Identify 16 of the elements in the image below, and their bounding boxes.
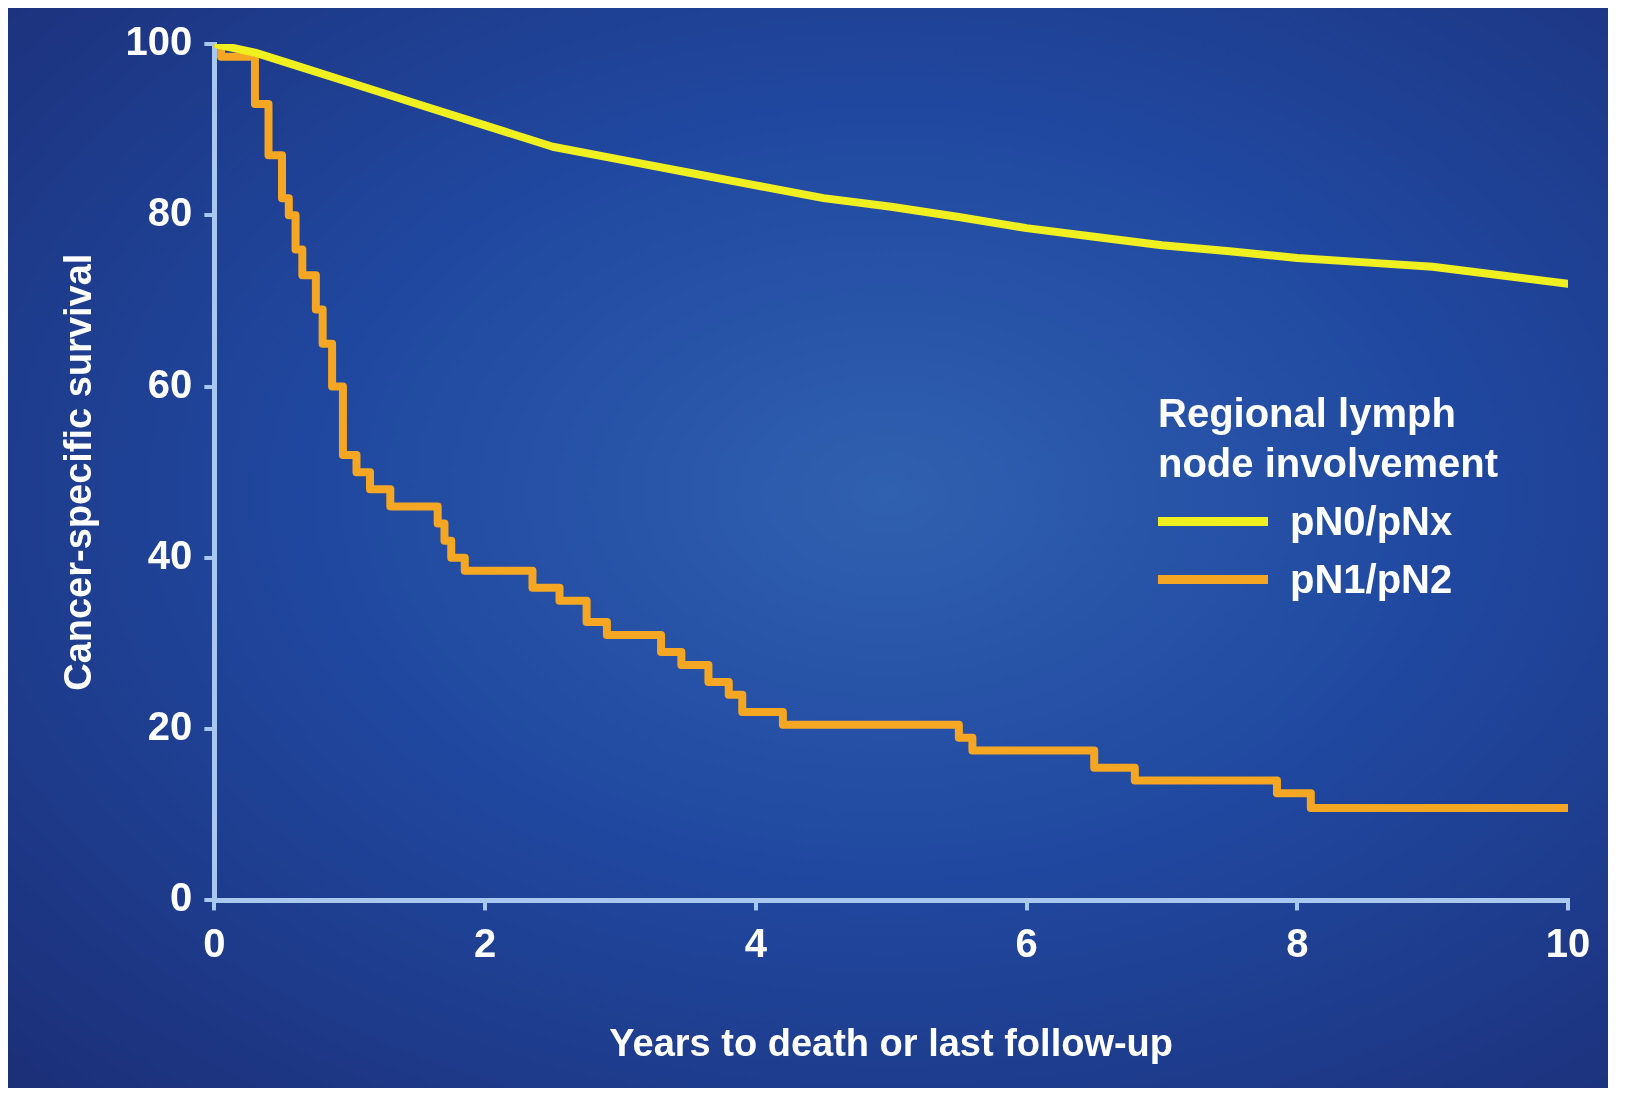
x-tick-label: 6 [1015,921,1038,966]
legend-label: pN0/pNx [1290,498,1453,545]
y-tick-label: 60 [147,361,193,406]
x-tick-label: 8 [1286,921,1309,966]
legend-label: pN1/pN2 [1290,556,1453,603]
y-tick-label: 40 [147,532,193,577]
x-axis-title: Years to death or last follow-up [609,1021,1174,1064]
y-tick-label: 20 [147,704,193,749]
y-tick-label: 80 [147,190,193,235]
x-tick-label: 10 [1545,921,1591,966]
y-tick-label: 0 [170,875,193,920]
y-tick-label: 100 [125,19,193,64]
x-tick-label: 0 [203,921,226,966]
x-tick-label: 4 [744,921,768,966]
y-axis-title: Cancer-specific survival [57,253,100,691]
x-tick-label: 2 [473,921,497,966]
